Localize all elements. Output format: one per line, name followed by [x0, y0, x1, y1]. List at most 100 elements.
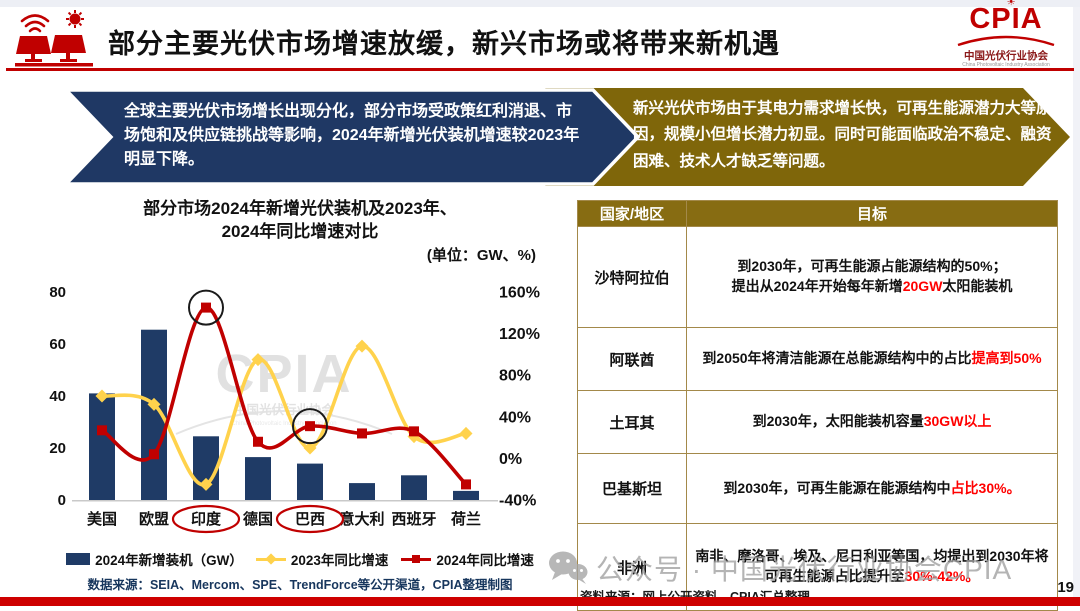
- goal-cell: 到2030年，太阳能装机容量30GW以上: [686, 390, 1058, 454]
- x-label-5: 意大利: [339, 510, 384, 528]
- x-label-6: 西班牙: [391, 510, 436, 528]
- goal-text: 到2030年，可再生能源在能源结构中: [723, 479, 951, 496]
- goal-text: 到2030年，太阳能装机容量: [752, 413, 924, 430]
- left-tick: 20: [49, 440, 66, 457]
- targets-table-body: 沙特阿拉伯 到2030年，可再生能源占能源结构的50%； 提出从2024年开始每年…: [577, 226, 1058, 611]
- bottom-red-bar: [0, 597, 1080, 606]
- bar-4: [297, 463, 323, 500]
- header-divider: [6, 68, 1074, 71]
- targets-table-wrap: 国家/地区 目标 沙特阿拉伯 到2030年，可再生能源占能源结构的50%； 提出从2…: [577, 200, 1058, 611]
- page-number: 19: [1057, 579, 1074, 596]
- svg-text:CPIA: CPIA: [215, 344, 352, 404]
- marker-square-3: [253, 436, 263, 447]
- goal-text: 到2050年将清洁能源在总能源结构中的占比: [702, 350, 972, 367]
- right-tick: 120%: [499, 326, 540, 343]
- marker-square-6: [409, 426, 419, 437]
- bar-7: [453, 490, 479, 500]
- table-row: 土耳其 到2030年，太阳能装机容量30GW以上: [577, 390, 1058, 454]
- chart-legend: 2024年新增装机（GW） 2023年同比增速 2024年同比增速: [55, 549, 545, 569]
- table-header-cell: 目标: [686, 200, 1058, 227]
- logo-arc: [957, 35, 1055, 47]
- goal-cell: 南非、摩洛哥、埃及、尼日利亚等国，均提出到2030年将可再生能源占比提升至30%…: [686, 523, 1058, 611]
- goal-text: 到2030年，可再生能源占能源结构的50%； 提出从2024年开始每年新增: [731, 258, 1007, 294]
- x-label-3: 德国: [243, 510, 273, 528]
- legend-label: 2023年同比增速: [290, 553, 389, 568]
- left-tick: 80: [49, 284, 66, 301]
- marker-square-2: [201, 302, 211, 313]
- marker-diamond-2: [199, 477, 213, 491]
- cpia-logo-acronym: CPIA ☀: [969, 0, 1043, 35]
- bar-0: [89, 393, 115, 500]
- goal-cell: 到2030年，可再生能源占能源结构的50%； 提出从2024年开始每年新增20G…: [686, 226, 1058, 328]
- highlight-circle-4: [292, 408, 328, 445]
- svg-text:中国光伏行业协会: 中国光伏行业协会: [234, 402, 335, 417]
- marker-square-5: [357, 428, 367, 439]
- table-row: 非洲 南非、摩洛哥、埃及、尼日利亚等国，均提出到2030年将可再生能源占比提升至3…: [577, 523, 1058, 611]
- logo-sun-icon: ☀: [1006, 0, 1017, 8]
- legend-item: 2024年新增装机（GW）: [66, 549, 243, 569]
- marker-diamond-7: [459, 426, 473, 440]
- country-cell: 阿联酋: [577, 327, 687, 391]
- right-tick: 160%: [499, 285, 540, 302]
- marker-square-7: [461, 479, 471, 490]
- left-tick: 0: [58, 492, 66, 509]
- x-label-4: 巴西: [295, 511, 325, 528]
- left-banner-text: 全球主要光伏市场增长出现分化，部分市场受政策红利消退、市场饱和及供应链挑战等影响…: [124, 103, 580, 168]
- solar-panel-icon: [15, 10, 93, 67]
- legend-item: 2024年同比增速: [401, 549, 534, 569]
- marker-diamond-0: [95, 389, 109, 403]
- right-banner-arrow: [545, 88, 1070, 186]
- marker-diamond-4: [303, 441, 317, 455]
- chart-title: 部分市场2024年新增光伏装机及2023年、 2024年同比增速对比: [143, 199, 457, 241]
- goal-highlight: 20GW: [902, 278, 943, 294]
- legend-line-swatch: [401, 553, 432, 565]
- left-tick: 60: [49, 336, 66, 353]
- table-row: 阿联酋 到2050年将清洁能源在总能源结构中的占比提高到50%: [577, 327, 1058, 391]
- country-cell: 非洲: [577, 523, 687, 611]
- right-tick: 0%: [499, 451, 522, 468]
- goal-highlight: 30GW以上: [923, 413, 992, 430]
- bar-5: [349, 483, 375, 500]
- page-title: 部分主要光伏市场增速放缓，新兴市场或将带来新机遇: [108, 29, 780, 59]
- x-label-0: 美国: [87, 510, 117, 528]
- right-tick: 80%: [499, 368, 531, 385]
- country-cell: 土耳其: [577, 390, 687, 454]
- country-cell: 巴基斯坦: [577, 453, 687, 524]
- x-label-2: 印度: [191, 510, 222, 528]
- chart-source: 数据来源：SEIA、Mercom、SPE、TrendForce等公开渠道，CPI…: [87, 578, 513, 592]
- table-header-cell: 国家/地区: [577, 200, 687, 227]
- x-label-1: 欧盟: [139, 510, 169, 528]
- goal-highlight: 占比30%。: [950, 479, 1021, 496]
- highlight-circle-2: [188, 289, 224, 326]
- legend-bar-swatch: [66, 553, 91, 565]
- label-ellipse-4: [275, 504, 345, 534]
- top-edge-strip: [0, 0, 1080, 7]
- goal-cell: 到2050年将清洁能源在总能源结构中的占比提高到50%: [686, 327, 1058, 391]
- goal-text: 南非、摩洛哥、埃及、尼日利亚等国，均提出到2030年将可再生能源占比提升至: [695, 548, 1049, 584]
- table-row: 沙特阿拉伯 到2030年，可再生能源占能源结构的50%； 提出从2024年开始每年…: [577, 226, 1058, 328]
- legend-item: 2023年同比增速: [255, 549, 389, 569]
- marker-square-1: [149, 449, 159, 460]
- legend-line-swatch: [255, 553, 286, 565]
- country-cell: 沙特阿拉伯: [577, 226, 687, 328]
- goal-highlight: 提高到50%: [971, 350, 1042, 367]
- label-ellipse-2: [171, 504, 241, 534]
- logo-name-cn: 中国光伏行业协会: [964, 50, 1048, 62]
- chart-unit-label: (单位：GW、%): [426, 247, 536, 264]
- goal-cell: 到2030年，可再生能源在能源结构中占比30%。: [686, 453, 1058, 524]
- right-banner-text: 新兴光伏市场由于其电力需求增长快，可再生能源潜力大等原因，规模小但增长潜力初显。…: [633, 100, 1052, 170]
- x-label-7: 荷兰: [451, 510, 481, 528]
- logo-name-en: China Photovoltaic Industry Association: [962, 61, 1050, 68]
- right-tick: 40%: [499, 409, 531, 426]
- goal-text: 太阳能装机: [942, 278, 1013, 294]
- targets-table: 国家/地区 目标 沙特阿拉伯 到2030年，可再生能源占能源结构的50%； 提出从2…: [577, 200, 1058, 611]
- left-banner-arrow: [64, 88, 641, 186]
- legend-label: 2024年同比增速: [436, 553, 534, 568]
- svg-text:China Photovoltaic Industry As: China Photovoltaic Industry Association: [231, 421, 336, 427]
- table-header-row: 国家/地区 目标: [577, 200, 1058, 227]
- cpia-logo: CPIA ☀ 中国光伏行业协会 China Photovoltaic Indust…: [950, 0, 1062, 68]
- left-tick: 40: [49, 388, 66, 405]
